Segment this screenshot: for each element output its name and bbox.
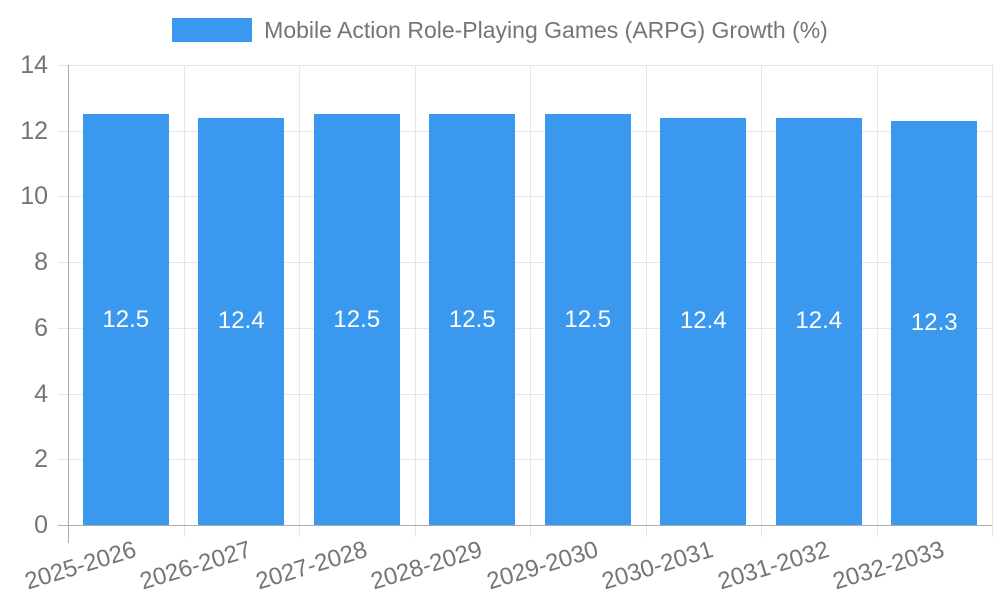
y-gridline: [58, 459, 992, 461]
x-tick-label: 2028-2029: [368, 536, 486, 596]
x-tick-label: 2026-2027: [137, 536, 255, 596]
bar: [544, 114, 631, 525]
x-gridline: [992, 65, 993, 537]
bar-value-label: 12.4: [795, 307, 843, 335]
y-gridline: [58, 327, 992, 329]
x-tick-label: 2027-2028: [252, 536, 371, 596]
bar: [198, 117, 285, 525]
bar: [775, 117, 862, 525]
y-gridline: [58, 196, 992, 198]
y-tick-label: 2: [34, 445, 48, 474]
x-gridline: [761, 65, 762, 537]
bar: [660, 117, 747, 525]
y-gridline: [58, 393, 992, 395]
x-gridline: [530, 65, 531, 537]
x-gridline: [645, 65, 647, 537]
x-tick-label: 2032-2033: [830, 536, 948, 596]
x-tick-label: 2030-2031: [599, 536, 717, 596]
bar-value-label: 12.4: [217, 307, 265, 335]
bar-value-label: 12.3: [910, 308, 958, 336]
x-gridline: [414, 65, 416, 537]
y-tick-label: 12: [20, 116, 48, 145]
y-tick-label: 4: [34, 379, 48, 408]
x-tick-label: 2025-2026: [21, 536, 140, 596]
y-axis-line: [68, 65, 69, 543]
y-tick-label: 14: [20, 51, 48, 79]
bar-value-label: 12.5: [564, 305, 612, 333]
legend-swatch: [172, 18, 253, 42]
y-gridline: [58, 130, 992, 132]
x-axis-line: [58, 525, 992, 526]
y-tick-label: 6: [34, 313, 48, 342]
x-tick-label: 2031-2032: [714, 536, 833, 596]
bar: [429, 114, 516, 525]
x-tick-label: 2029-2030: [483, 536, 602, 596]
bar: [891, 120, 978, 525]
y-gridline: [58, 262, 992, 264]
x-gridline: [876, 65, 878, 537]
bar: [82, 114, 169, 525]
bar-value-label: 12.5: [333, 305, 381, 333]
y-tick-label: 10: [20, 182, 48, 211]
bar-value-label: 12.5: [102, 305, 150, 333]
x-gridline: [299, 65, 300, 537]
bar-value-label: 12.5: [448, 305, 496, 333]
bar: [313, 114, 400, 525]
bar-value-label: 12.4: [679, 307, 727, 335]
chart-legend: Mobile Action Role-Playing Games (ARPG) …: [0, 14, 1000, 46]
legend-label: Mobile Action Role-Playing Games (ARPG) …: [264, 16, 828, 43]
y-gridline: [58, 65, 992, 66]
y-tick-label: 0: [34, 511, 48, 539]
x-gridline: [183, 65, 185, 537]
y-tick-label: 8: [34, 248, 48, 277]
